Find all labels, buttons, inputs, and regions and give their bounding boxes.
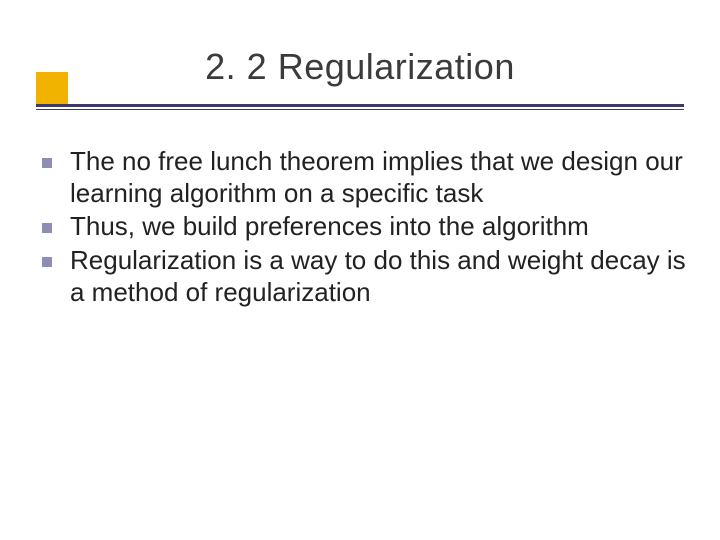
accent-square-icon	[36, 72, 68, 104]
list-item: Thus, we build preferences into the algo…	[36, 211, 696, 243]
slide: 2. 2 Regularization The no free lunch th…	[0, 0, 720, 540]
bullet-text: The no free lunch theorem implies that w…	[70, 146, 696, 209]
list-item: Regularization is a way to do this and w…	[36, 245, 696, 308]
bullet-square-icon	[42, 223, 52, 233]
bullet-square-icon	[42, 257, 52, 267]
body-area: The no free lunch theorem implies that w…	[36, 146, 696, 311]
title-underline-thin	[36, 109, 684, 110]
bullet-text: Thus, we build preferences into the algo…	[70, 211, 589, 243]
bullet-square-icon	[42, 158, 52, 168]
title-area: 2. 2 Regularization	[0, 0, 720, 88]
slide-title: 2. 2 Regularization	[0, 46, 720, 88]
bullet-text: Regularization is a way to do this and w…	[70, 245, 696, 308]
list-item: The no free lunch theorem implies that w…	[36, 146, 696, 209]
title-underline-thick	[36, 104, 684, 107]
